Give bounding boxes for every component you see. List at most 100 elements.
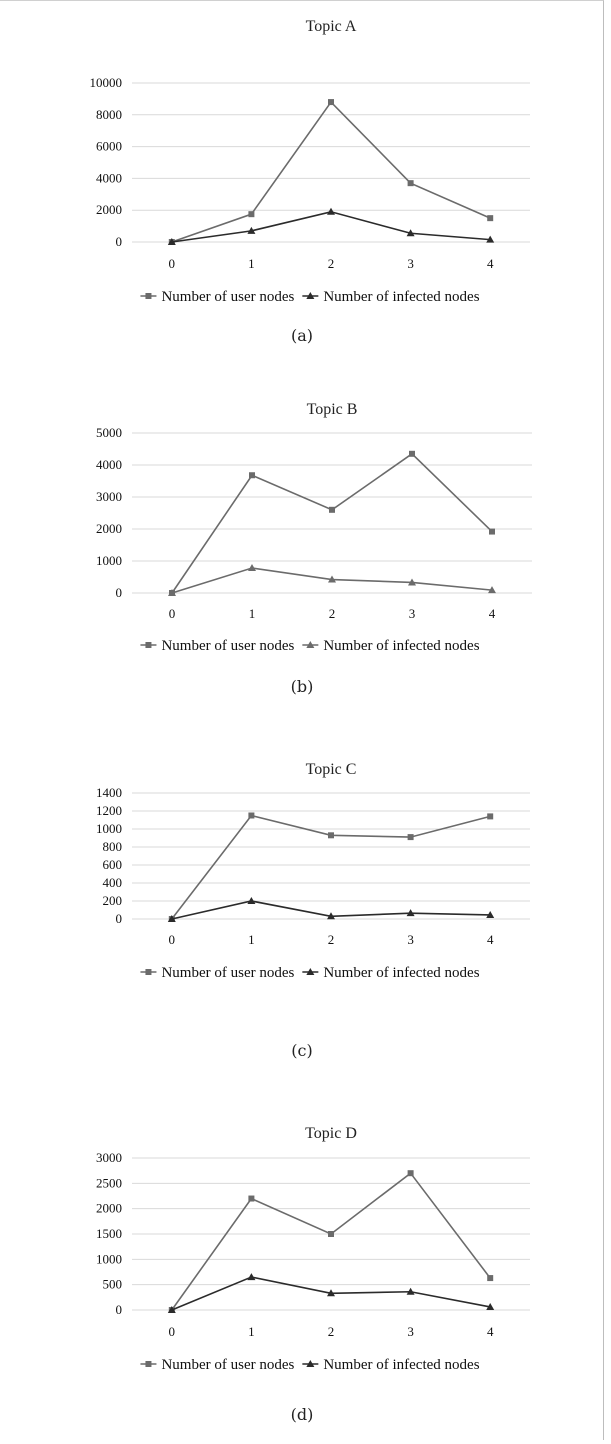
y-tick-label: 400: [103, 875, 123, 890]
data-point-2: [486, 1302, 495, 1310]
legend-marker: [145, 293, 152, 299]
x-tick-label: 0: [169, 256, 176, 271]
y-tick-label: 2000: [96, 521, 122, 536]
data-point-2: [167, 1306, 176, 1313]
data-point-2: [486, 235, 495, 243]
data-point-1: [489, 528, 495, 535]
data-point-1: [248, 812, 255, 819]
data-point-2: [168, 589, 176, 596]
legend: Number of user nodes Number of infected n…: [140, 638, 480, 654]
legend-item: Number of user nodes: [140, 289, 294, 305]
caption-b: (b): [290, 677, 314, 696]
x-tick-label: 3: [407, 932, 414, 947]
y-tick-label: 1000: [96, 1251, 122, 1266]
x-tick-label: 3: [409, 606, 416, 621]
legend-marker: [145, 642, 152, 648]
legend-marker: [306, 968, 315, 975]
data-point-2: [167, 238, 176, 245]
data-point-2: [167, 915, 176, 922]
data-point-1: [248, 1195, 255, 1202]
x-tick-label: 1: [249, 606, 256, 621]
y-tick-label: 1500: [96, 1226, 122, 1241]
data-point-2: [406, 229, 415, 237]
legend-label: Number of user nodes: [161, 965, 294, 981]
legend-item: Number of infected nodes: [302, 965, 480, 981]
data-point-1: [328, 99, 334, 106]
data-point-1: [329, 506, 335, 513]
chart-topic-a: Topic A 0 2000 4000 6000 8000 10000 0 1 2 3 4 Number…: [90, 18, 530, 305]
legend-label: Number of infected nodes: [323, 965, 479, 981]
y-tick-label: 0: [116, 585, 123, 600]
x-tick-label: 1: [248, 1324, 255, 1339]
y-tick-label: 1400: [96, 785, 122, 800]
y-tick-label: 1200: [96, 803, 122, 818]
legend-item: Number of infected nodes: [302, 1357, 480, 1373]
data-point-2: [488, 586, 496, 594]
data-point-1: [487, 1275, 494, 1282]
chart-topic-d: Topic D 0 500 1000 1500 2000 2500 3000 0 1 2 3 4 Numb…: [96, 1125, 530, 1373]
x-tick-label: 0: [169, 606, 176, 621]
legend-marker: [306, 292, 315, 299]
series-line-2: [171, 210, 491, 243]
y-tick-label: 8000: [96, 107, 122, 122]
caption-d: (d): [290, 1405, 314, 1424]
data-point-1: [249, 472, 255, 479]
data-point-2: [328, 575, 336, 583]
data-point-1: [407, 1170, 414, 1177]
x-tick-label: 1: [248, 256, 255, 271]
legend-label: Number of infected nodes: [323, 289, 479, 305]
x-tick-label: 4: [489, 606, 496, 621]
legend-marker: [145, 969, 152, 975]
legend-item: Number of infected nodes: [302, 289, 480, 305]
x-tick-label: 4: [487, 1324, 494, 1339]
y-tick-label: 4000: [96, 170, 122, 185]
data-point-1: [487, 215, 494, 222]
y-tick-label: 2000: [96, 202, 122, 217]
y-tick-label: 2000: [96, 1201, 122, 1216]
series-line-1: [171, 100, 491, 243]
panel-c: Topic C 0 200 400 600 800 1000 1200 1400 0 1 2 3 4 Num…: [0, 721, 604, 1081]
data-point-2: [406, 909, 415, 917]
data-point-1: [407, 834, 414, 841]
x-tick-label: 1: [248, 932, 255, 947]
legend-label: Number of user nodes: [161, 289, 294, 305]
caption-a: (a): [290, 326, 314, 345]
data-point-2: [248, 564, 256, 572]
data-point-2: [486, 910, 495, 918]
data-point-2: [247, 1273, 256, 1281]
legend-marker: [145, 1361, 152, 1367]
y-tick-label: 0: [116, 911, 123, 926]
y-tick-label: 1000: [96, 553, 122, 568]
data-point-2: [327, 1289, 335, 1297]
y-tick-label: 5000: [96, 425, 122, 440]
x-tick-label: 3: [407, 256, 414, 271]
legend-label: Number of infected nodes: [323, 638, 479, 654]
series-line-1: [171, 814, 491, 920]
x-tick-label: 2: [328, 1324, 335, 1339]
y-tick-label: 3000: [96, 489, 122, 504]
y-tick-label: 4000: [96, 457, 122, 472]
data-point-2: [247, 897, 256, 904]
data-point-1: [409, 450, 415, 457]
data-point-1: [328, 832, 334, 839]
x-tick-label: 3: [407, 1324, 414, 1339]
panel-b: Topic B 0 1000 2000 3000 4000 5000 0 1 2 3 4 Number …: [0, 351, 604, 706]
series-line-1: [171, 452, 493, 594]
legend-label: Number of infected nodes: [323, 1357, 479, 1373]
x-tick-label: 2: [328, 256, 335, 271]
chart-title: Topic B: [307, 401, 358, 418]
legend: Number of user nodes Number of infected n…: [140, 289, 480, 305]
chart-topic-c: Topic C 0 200 400 600 800 1000 1200 1400 0 1 2 3 4 Num…: [96, 761, 530, 981]
data-point-1: [328, 1231, 334, 1237]
y-tick-label: 10000: [90, 75, 123, 90]
x-tick-label: 0: [169, 932, 176, 947]
y-tick-label: 800: [103, 839, 123, 854]
chart-topic-b: Topic B 0 1000 2000 3000 4000 5000 0 1 2 3 4 Number …: [96, 401, 532, 654]
panel-d: Topic D 0 500 1000 1500 2000 2500 3000 0 1 2 3 4 Numb…: [0, 1081, 604, 1441]
x-tick-label: 2: [328, 932, 335, 947]
y-tick-label: 0: [116, 1302, 123, 1317]
chart-title: Topic D: [305, 1125, 357, 1142]
data-point-2: [327, 207, 335, 215]
y-tick-label: 0: [116, 234, 123, 249]
